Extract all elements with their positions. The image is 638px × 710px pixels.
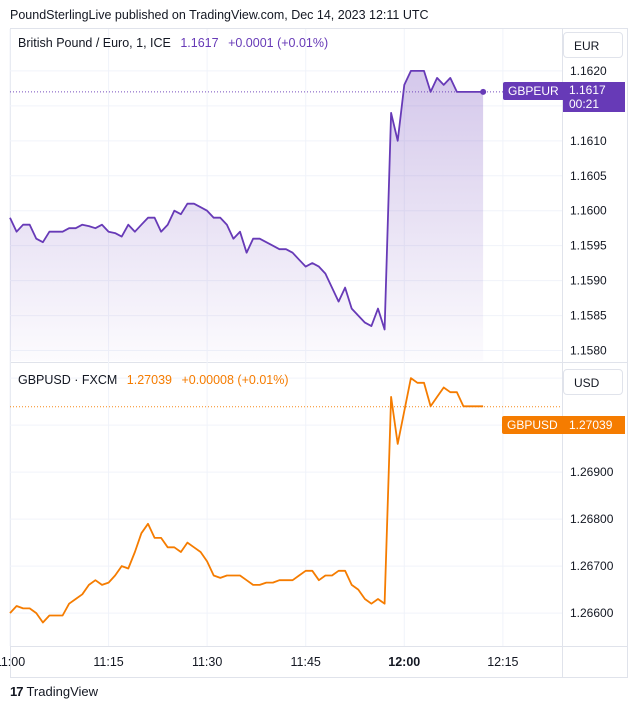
time-tick-label: 11:45 [291,655,321,669]
bottom-price-tick-label: 1.26600 [570,606,614,620]
top-price-tick-label: 1.1620 [570,64,607,78]
top-price-tick-label: 1.1600 [570,204,607,218]
gbpeur-price-tag: 1.1617 00:21 [563,82,625,112]
bottom-price-tick-label: 1.26800 [570,512,614,526]
bottom-price-tick-label: 1.26700 [570,559,614,573]
top-legend-name: British Pound / Euro, 1, ICE [18,36,171,50]
bottom-legend-name: GBPUSD · FXCM [18,373,118,387]
bottom-legend-change: +0.00008 (+0.01%) [181,373,289,387]
top-legend-last: 1.1617 [180,36,219,50]
top-price-tick-label: 1.1605 [570,169,607,183]
gbpeur-price: 1.1617 [569,83,606,97]
gbpeur-series-line [9,70,484,331]
bottom-price-tick-label: 1.26900 [570,465,614,479]
top-price-tick-label: 1.1610 [570,134,607,148]
top-price-tick-label: 1.1580 [570,344,607,358]
gbpusd-series-line [9,377,484,624]
gbpusd-price-tag: 1.27039 [563,416,625,434]
time-tick-label: 11:15 [93,655,123,669]
gbpusd-symbol-tag: GBPUSD [502,416,563,434]
gbpeur-countdown: 00:21 [569,97,600,111]
bottom-legend-last: 1.27039 [126,373,172,387]
top-legend: British Pound / Euro, 1, ICE 1.1617 +0.0… [18,36,328,50]
eur-currency-button[interactable]: EUR [563,32,623,58]
usd-currency-button[interactable]: USD [563,369,623,395]
bottom-legend: GBPUSD · FXCM 1.27039 +0.00008 (+0.01%) [18,373,289,387]
time-tick-label: 12:15 [487,655,518,669]
top-legend-change: +0.0001 (+0.01%) [228,36,329,50]
time-tick-label: 11:00 [0,655,25,669]
gbpeur-symbol-tag: GBPEUR [503,82,564,100]
footer-brand[interactable]: 17 TradingView [10,684,98,699]
gbpeur-area-fill [10,70,484,362]
publisher-line: PoundSterlingLive published on TradingVi… [10,8,429,22]
top-price-tick-label: 1.1595 [570,239,607,253]
time-tick-label: 12:00 [388,655,420,669]
time-tick-label: 11:30 [192,655,222,669]
top-price-tick-label: 1.1590 [570,274,607,288]
tradingview-logo-icon: 17 [10,684,24,699]
top-price-tick-label: 1.1585 [570,309,607,323]
footer-brand-text: TradingView [26,684,99,699]
gbpeur-last-point [480,88,487,95]
